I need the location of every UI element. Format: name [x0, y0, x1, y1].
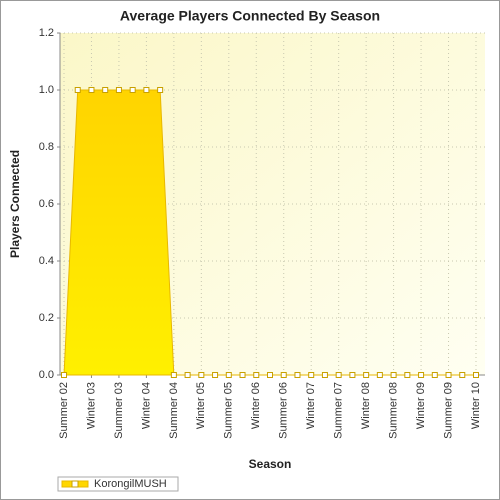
marker [376, 372, 383, 378]
marker [102, 87, 109, 93]
marker [212, 372, 219, 378]
marker [321, 372, 328, 378]
marker [390, 372, 397, 378]
x-tick-label: Summer 05 [223, 382, 235, 439]
marker [61, 372, 67, 378]
x-tick-label: Summer 07 [333, 382, 345, 439]
x-tick-label: Winter 10 [470, 382, 482, 429]
y-tick-label: 0.8 [39, 141, 54, 153]
x-tick-label: Winter 05 [195, 382, 207, 429]
marker [74, 87, 81, 93]
marker [239, 372, 246, 378]
x-tick-label: Summer 09 [442, 382, 454, 439]
legend-label: KorongilMUSH [94, 478, 167, 490]
x-tick-label: Winter 03 [85, 382, 97, 429]
marker [267, 372, 273, 378]
y-tick-label: 0.6 [39, 198, 54, 210]
marker [225, 372, 232, 378]
legend-marker [71, 480, 79, 488]
x-tick-label: Winter 04 [140, 382, 152, 429]
marker [88, 87, 95, 93]
x-tick-label: Winter 09 [415, 382, 427, 429]
marker [294, 372, 301, 378]
x-tick-label: Winter 08 [360, 382, 372, 429]
marker [129, 87, 136, 93]
x-tick-label: Winter 06 [250, 382, 262, 429]
x-tick-label: Summer 04 [168, 382, 180, 439]
y-tick-label: 0.4 [39, 255, 54, 267]
marker [198, 372, 205, 378]
chart-title: Average Players Connected By Season [120, 8, 380, 24]
x-tick-label: Summer 03 [113, 382, 125, 439]
x-tick-label: Summer 06 [278, 382, 290, 439]
y-axis-title: Players Connected [8, 150, 22, 258]
marker [418, 372, 425, 378]
marker [308, 372, 315, 378]
marker [143, 87, 150, 93]
x-tick-label: Summer 08 [388, 382, 400, 439]
marker [431, 372, 438, 378]
marker [157, 87, 164, 93]
marker [115, 87, 122, 93]
y-tick-label: 1.2 [39, 27, 54, 39]
marker [253, 372, 260, 378]
y-tick-label: 1.0 [39, 84, 54, 96]
marker [445, 372, 452, 378]
marker [184, 372, 191, 378]
marker [404, 372, 411, 378]
marker [363, 372, 370, 378]
y-tick-label: 0.2 [39, 312, 54, 324]
marker [349, 372, 356, 378]
marker [473, 372, 479, 378]
marker [280, 372, 287, 378]
x-axis-title: Season [249, 457, 292, 471]
y-tick-label: 0.0 [39, 369, 54, 381]
x-tick-label: Winter 07 [305, 382, 317, 429]
marker [170, 372, 177, 378]
marker [335, 372, 342, 378]
x-tick-label: Summer 02 [58, 382, 70, 439]
marker [459, 372, 466, 378]
